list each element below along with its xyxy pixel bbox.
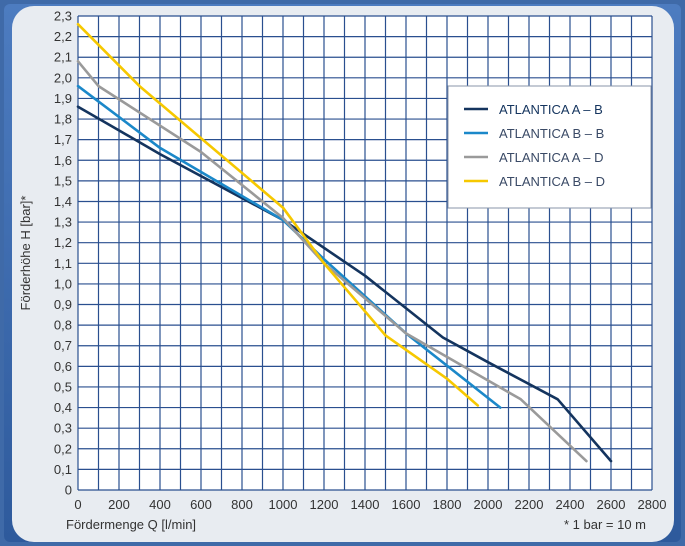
x-tick-label: 1600 [392,497,421,512]
y-tick-label: 0 [65,483,72,498]
y-tick-label: 1,4 [54,194,72,209]
x-tick-label: 2600 [597,497,626,512]
y-tick-label: 1,1 [54,256,72,271]
chart-card: 0 200 400 600 800 1000 1200 1400 1600 1800 2000 220… [12,6,674,542]
x-tick-label: 600 [190,497,212,512]
y-tick-label: 0,9 [54,297,72,312]
x-tick-label: 400 [149,497,171,512]
y-tick-label: 1,7 [54,132,72,147]
x-tick-label: 1000 [269,497,298,512]
legend-label: ATLANTICA A – B [499,102,603,117]
x-tick-label: 1400 [351,497,380,512]
series-line-3 [76,59,588,463]
y-tick-label: 0,3 [54,421,72,436]
y-tick-label: 2,2 [54,29,72,44]
series-line-1 [76,105,613,463]
y-tick-label: 1,5 [54,173,72,188]
x-tick-label: 1200 [310,497,339,512]
legend-label: ATLANTICA B – B [499,126,604,141]
series-lines [76,22,613,463]
y-tick-label: 1,9 [54,91,72,106]
x-tick-label: 200 [108,497,130,512]
y-tick-label: 0,1 [54,462,72,477]
x-tick-label: 2400 [556,497,585,512]
x-tick-label: 0 [74,497,81,512]
y-tick-label: 1,2 [54,235,72,250]
x-tick-label: 2200 [515,497,544,512]
legend-label: ATLANTICA A – D [499,150,604,165]
x-tick-label: 2000 [474,497,503,512]
x-tick-label: 2800 [638,497,667,512]
legend-box [447,85,652,209]
y-tick-label: 0,8 [54,318,72,333]
y-tick-label: 2,0 [54,70,72,85]
legend-label: ATLANTICA B – D [499,174,605,189]
legend: ATLANTICA A – B ATLANTICA B – B ATLANTICA … [447,85,652,209]
x-tick-label: 800 [231,497,253,512]
pump-curve-chart: 0 200 400 600 800 1000 1200 1400 1600 1800 2000 220… [18,9,666,533]
x-axis-label: Fördermenge Q [l/min] [66,517,196,532]
y-tick-label: 0,5 [54,379,72,394]
y-tick-label: 1,3 [54,215,72,230]
y-tick-label: 2,1 [54,50,72,65]
footnote: * 1 bar = 10 m [564,517,646,532]
y-tick-label: 1,8 [54,112,72,127]
y-tick-label: 0,4 [54,400,72,415]
x-tick-label: 1800 [433,497,462,512]
y-tick-label: 0,7 [54,338,72,353]
x-tick-labels: 0 200 400 600 800 1000 1200 1400 1600 1800 2000 220… [74,497,666,512]
y-tick-label: 2,3 [54,9,72,24]
y-tick-label: 0,2 [54,441,72,456]
series-line-4 [76,22,480,407]
y-tick-label: 0,6 [54,359,72,374]
y-tick-label: 1,6 [54,153,72,168]
y-axis-label: Förderhöhe H [bar]* [18,196,33,311]
y-tick-label: 1,0 [54,276,72,291]
y-tick-labels: 0 0,1 0,2 0,3 0,4 0,5 0,6 0,7 0,8 0,9 1,0 1,1 1,2 1,3… [54,9,72,498]
